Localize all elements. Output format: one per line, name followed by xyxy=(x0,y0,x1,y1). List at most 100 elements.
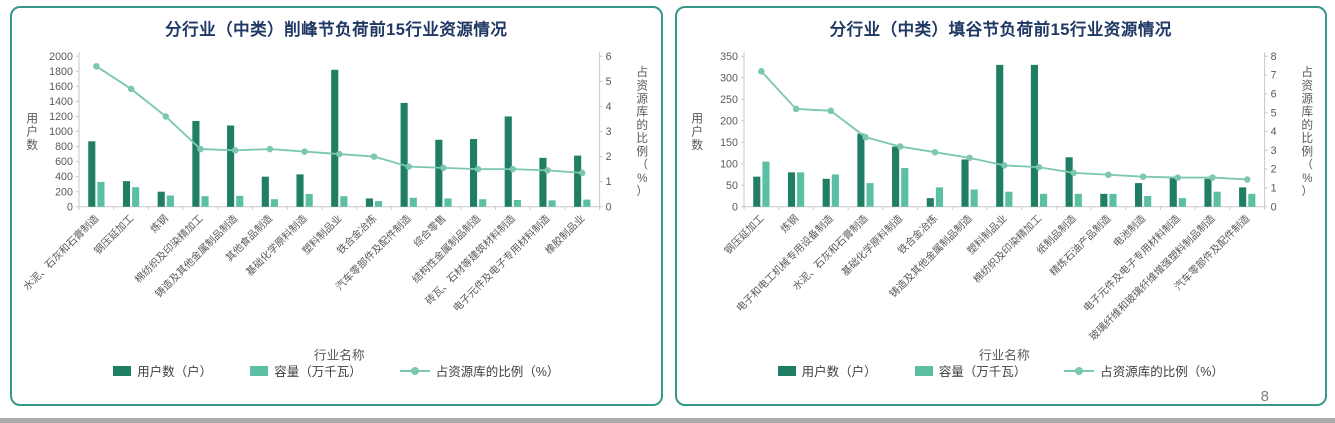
svg-text:用: 用 xyxy=(691,112,703,125)
users-swatch-icon xyxy=(113,365,132,376)
legend-item-capacity: 容量（万千瓦） xyxy=(250,361,362,380)
svg-text:1800: 1800 xyxy=(49,66,73,78)
svg-text:户: 户 xyxy=(691,125,703,139)
svg-text:400: 400 xyxy=(55,171,73,183)
svg-text:占: 占 xyxy=(636,65,648,79)
svg-text:0: 0 xyxy=(606,201,612,213)
svg-text:0: 0 xyxy=(67,201,73,213)
svg-text:）: ） xyxy=(636,184,648,198)
svg-text:库: 库 xyxy=(1301,105,1313,119)
svg-text:2: 2 xyxy=(606,151,612,163)
svg-text:600: 600 xyxy=(55,156,73,168)
legend-label-ratio: 占资源库的比例（%） xyxy=(1100,365,1224,380)
svg-text:（: （ xyxy=(1301,158,1313,172)
svg-text:8: 8 xyxy=(1270,51,1276,63)
chart-title: 分行业（中类）削峰节负荷前15行业资源情况 xyxy=(165,21,508,39)
svg-text:电池制造: 电池制造 xyxy=(1110,212,1148,250)
capacity-swatch-icon xyxy=(914,365,933,376)
svg-text:的: 的 xyxy=(636,118,648,132)
slide-page-number: 8 xyxy=(1260,388,1269,405)
svg-text:基础化学原料制造: 基础化学原料制造 xyxy=(243,212,310,279)
svg-text:350: 350 xyxy=(720,51,738,63)
svg-text:6: 6 xyxy=(1270,88,1276,100)
chart-panel-valley-filling: 分行业（中类）填谷节负荷前15行业资源情况 0 50 100 150 200 250 300… xyxy=(674,6,1327,406)
svg-text:比: 比 xyxy=(1301,132,1313,145)
svg-text:1200: 1200 xyxy=(49,111,73,123)
peak-shaving-combo-chart: 0 200 400 600 800 1000 1200 1400 1600 1800 2000 0 1 2… xyxy=(21,51,649,362)
svg-text:的: 的 xyxy=(1301,118,1313,132)
svg-text:5: 5 xyxy=(1270,107,1276,119)
chart-legend: 用户数（户） 容量（万千瓦） 占资源库的比例（%） xyxy=(683,361,1320,380)
chart-title: 分行业（中类）填谷节负荷前15行业资源情况 xyxy=(829,21,1172,39)
svg-text:库: 库 xyxy=(636,105,648,119)
svg-text:综合零售: 综合零售 xyxy=(411,212,449,250)
svg-text:3: 3 xyxy=(606,126,612,138)
svg-text:6: 6 xyxy=(606,51,612,63)
svg-text:水泥、石灰和石膏制造: 水泥、石灰和石膏制造 xyxy=(21,212,102,293)
svg-text:4: 4 xyxy=(606,101,612,113)
svg-text:100: 100 xyxy=(720,158,738,170)
svg-text:例: 例 xyxy=(636,144,648,158)
svg-text:数: 数 xyxy=(691,138,703,152)
legend-label-users: 用户数（户） xyxy=(801,365,877,380)
svg-text:2000: 2000 xyxy=(49,51,73,63)
svg-text:源: 源 xyxy=(636,92,648,106)
svg-text:比: 比 xyxy=(636,132,648,145)
svg-text:用: 用 xyxy=(26,112,38,125)
ratio-line-icon xyxy=(399,366,430,375)
slide-bottom-edge xyxy=(0,418,1335,423)
svg-text:基础化学原料制造: 基础化学原料制造 xyxy=(838,212,905,279)
svg-text:0: 0 xyxy=(731,201,737,213)
svg-text:200: 200 xyxy=(55,186,73,198)
svg-text:户: 户 xyxy=(26,125,38,139)
legend-label-users: 用户数（户） xyxy=(137,365,213,380)
legend-item-users: 用户数（户） xyxy=(113,361,212,380)
svg-text:资: 资 xyxy=(636,79,648,92)
svg-text:3: 3 xyxy=(1270,145,1276,157)
chart-legend: 用户数（户） 容量（万千瓦） 占资源库的比例（%） xyxy=(18,361,655,380)
svg-text:行业名称: 行业名称 xyxy=(314,347,365,362)
svg-text:7: 7 xyxy=(1270,70,1276,82)
svg-text:占: 占 xyxy=(1301,65,1313,79)
users-swatch-icon xyxy=(777,365,796,376)
svg-text:%: % xyxy=(637,172,647,185)
svg-text:150: 150 xyxy=(720,137,738,149)
svg-text:精炼石油产品制造: 精炼石油产品制造 xyxy=(1046,212,1113,279)
svg-text:源: 源 xyxy=(1301,92,1313,106)
svg-text:炼钢: 炼钢 xyxy=(147,212,171,236)
svg-text:例: 例 xyxy=(1301,144,1313,158)
svg-text:钢压延加工: 钢压延加工 xyxy=(721,212,766,257)
svg-text:数: 数 xyxy=(26,138,38,152)
svg-text:1000: 1000 xyxy=(49,126,73,138)
svg-text:1400: 1400 xyxy=(49,96,73,108)
svg-text:1: 1 xyxy=(1270,182,1276,194)
svg-text:300: 300 xyxy=(720,72,738,84)
svg-text:）: ） xyxy=(1301,184,1313,198)
legend-item-capacity: 容量（万千瓦） xyxy=(914,361,1026,380)
svg-text:5: 5 xyxy=(606,76,612,88)
svg-text:资: 资 xyxy=(1301,79,1313,92)
chart-panel-peak-shaving: 分行业（中类）削峰节负荷前15行业资源情况 0 200 400 600 800 1000 1… xyxy=(10,6,663,406)
svg-text:玻璃纤维和玻璃纤维增强塑料制品制造: 玻璃纤维和玻璃纤维增强塑料制品制造 xyxy=(1086,212,1217,343)
svg-text:200: 200 xyxy=(720,115,738,127)
legend-label-capacity: 容量（万千瓦） xyxy=(274,365,362,380)
svg-text:炼钢: 炼钢 xyxy=(777,212,801,236)
svg-text:1: 1 xyxy=(606,176,612,188)
svg-text:800: 800 xyxy=(55,141,73,153)
capacity-swatch-icon xyxy=(250,365,269,376)
legend-label-ratio: 占资源库的比例（%） xyxy=(435,365,560,380)
legend-item-ratio: 占资源库的比例（%） xyxy=(1064,361,1224,380)
svg-text:行业名称: 行业名称 xyxy=(978,347,1029,362)
svg-text:2: 2 xyxy=(1270,164,1276,176)
charts-row: 分行业（中类）削峰节负荷前15行业资源情况 0 200 400 600 800 1000 1… xyxy=(10,6,1327,406)
svg-text:4: 4 xyxy=(1270,126,1276,138)
svg-text:（: （ xyxy=(636,158,648,172)
svg-text:250: 250 xyxy=(720,94,738,106)
svg-text:1600: 1600 xyxy=(49,81,73,93)
ratio-line-icon xyxy=(1064,366,1095,375)
svg-text:0: 0 xyxy=(1270,201,1276,213)
legend-item-ratio: 占资源库的比例（%） xyxy=(399,361,560,380)
legend-item-users: 用户数（户） xyxy=(777,361,877,380)
